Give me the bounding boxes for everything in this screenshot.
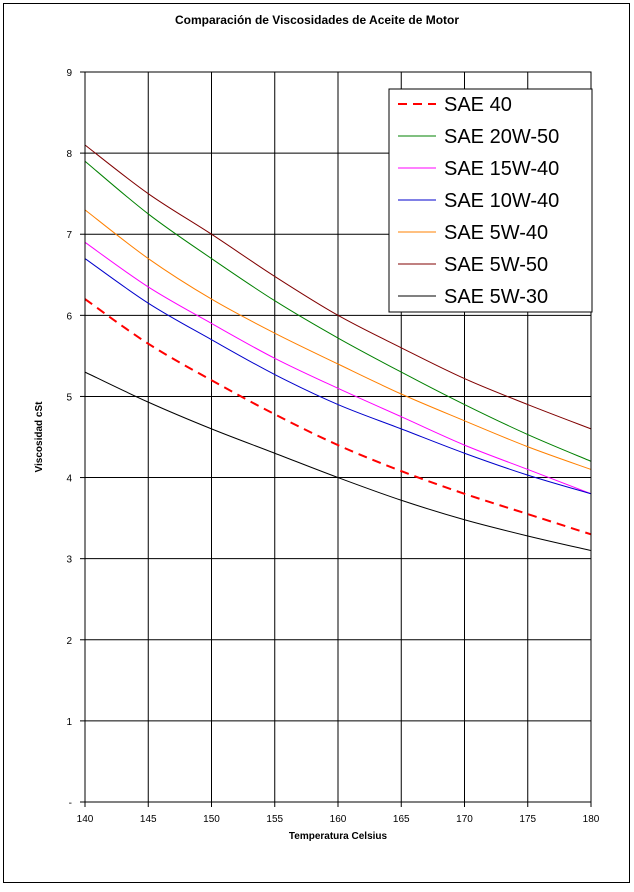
x-axis-title: Temperatura Celsius bbox=[289, 831, 388, 842]
legend-label: SAE 40 bbox=[444, 94, 512, 116]
series-line-sae-5w-50 bbox=[84, 144, 592, 430]
x-tick-label: 160 bbox=[330, 814, 347, 825]
x-tick-label: 170 bbox=[456, 814, 473, 825]
y-tick-label: 9 bbox=[66, 68, 72, 79]
series-line-sae-40 bbox=[84, 298, 592, 536]
legend: SAE 40 SAE 20W-50 SAE 15W-40 SAE 10W-40 SAE … bbox=[388, 88, 593, 313]
series-line-sae-5w-40 bbox=[84, 209, 592, 470]
y-tick-label: 3 bbox=[66, 555, 72, 566]
series-line-sae-20w-50 bbox=[84, 160, 592, 462]
x-tick-label: 165 bbox=[393, 814, 410, 825]
legend-label: SAE 10W-40 bbox=[444, 190, 559, 212]
chart-title: Comparación de Viscosidades de Aceite de… bbox=[175, 13, 459, 27]
y-tick-label: 6 bbox=[66, 311, 72, 322]
series-line-sae-15w-40 bbox=[84, 241, 592, 495]
y-tick-label: 8 bbox=[66, 149, 72, 160]
x-tick-label: 175 bbox=[519, 814, 536, 825]
y-tick-label: 1 bbox=[66, 717, 72, 728]
legend-label: SAE 5W-50 bbox=[444, 254, 548, 276]
x-tick-label: 155 bbox=[266, 814, 283, 825]
y-tick-label: 4 bbox=[66, 474, 72, 485]
legend-label: SAE 20W-50 bbox=[444, 126, 559, 148]
y-tick-label: - bbox=[69, 798, 72, 809]
legend-label: SAE 15W-40 bbox=[444, 158, 559, 180]
legend-label: SAE 5W-30 bbox=[444, 286, 548, 308]
y-tick-labels: - 1 2 3 4 5 6 7 8 9 bbox=[66, 68, 85, 809]
series-lines bbox=[84, 144, 592, 552]
series-line-sae-5w-30 bbox=[84, 371, 592, 552]
y-tick-label: 5 bbox=[66, 392, 72, 403]
x-tick-label: 150 bbox=[203, 814, 220, 825]
x-tick-label: 180 bbox=[583, 814, 600, 825]
series-line-sae-10w-40 bbox=[84, 258, 592, 495]
x-tick-label: 145 bbox=[140, 814, 157, 825]
x-tick-labels: 140 145 150 155 160 165 170 175 180 bbox=[77, 802, 600, 825]
x-tick-label: 140 bbox=[77, 814, 94, 825]
y-tick-label: 2 bbox=[66, 636, 72, 647]
y-axis-title: Viscosidad cSt bbox=[34, 401, 45, 473]
y-tick-label: 7 bbox=[66, 230, 72, 241]
legend-label: SAE 5W-40 bbox=[444, 222, 548, 244]
